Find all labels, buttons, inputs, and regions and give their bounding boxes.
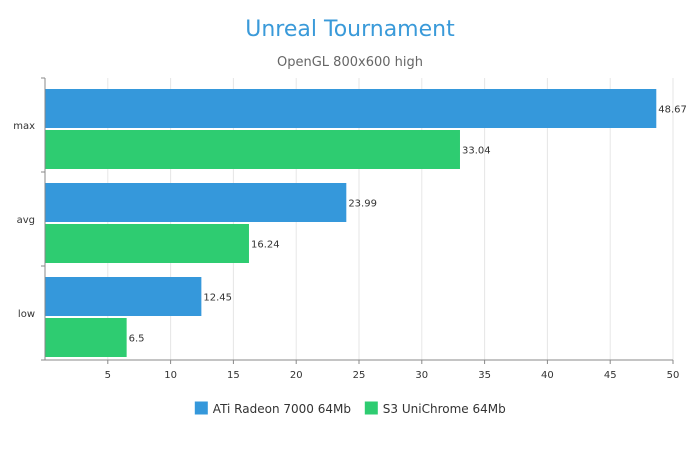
x-tick-label: 30 (415, 370, 428, 381)
data-label: 48.67 (658, 105, 687, 116)
x-tick-label: 10 (164, 370, 177, 381)
bar (45, 318, 127, 357)
data-label: 16.24 (251, 240, 280, 251)
legend-label: S3 UniChrome 64Mb (383, 402, 506, 416)
legend: ATi Radeon 7000 64Mb S3 UniChrome 64Mb (194, 401, 506, 416)
x-tick-label: 35 (478, 370, 491, 381)
chart-title: Unreal Tournament (245, 17, 455, 42)
x-tick-label: 25 (353, 370, 366, 381)
bar (45, 89, 657, 128)
data-label: 6.5 (129, 334, 145, 345)
legend-swatch (194, 401, 208, 415)
bar (45, 224, 249, 263)
legend-swatch (364, 401, 378, 415)
bars (45, 89, 657, 357)
axes (41, 77, 674, 364)
data-label: 23.99 (348, 199, 377, 210)
labels: 5 10 15 20 25 30 35 40 45 50 48.67 33.04 max 23.99 16.… (13, 105, 687, 382)
x-tick-label: 50 (667, 370, 680, 381)
data-label: 12.45 (203, 293, 232, 304)
x-tick-label: 20 (290, 370, 303, 381)
category-label: low (18, 309, 35, 320)
chart-subtitle: OpenGL 800x600 high (277, 55, 423, 70)
category-label: avg (17, 215, 35, 226)
x-tick-label: 45 (604, 370, 617, 381)
bar (45, 277, 202, 316)
x-tick-label: 15 (227, 370, 240, 381)
bar (45, 130, 460, 169)
x-tick-label: 5 (105, 370, 111, 381)
x-tick-label: 40 (541, 370, 554, 381)
data-label: 33.04 (462, 146, 491, 157)
category-label: max (13, 121, 35, 132)
legend-label: ATi Radeon 7000 64Mb (213, 402, 351, 416)
bar (45, 183, 347, 222)
